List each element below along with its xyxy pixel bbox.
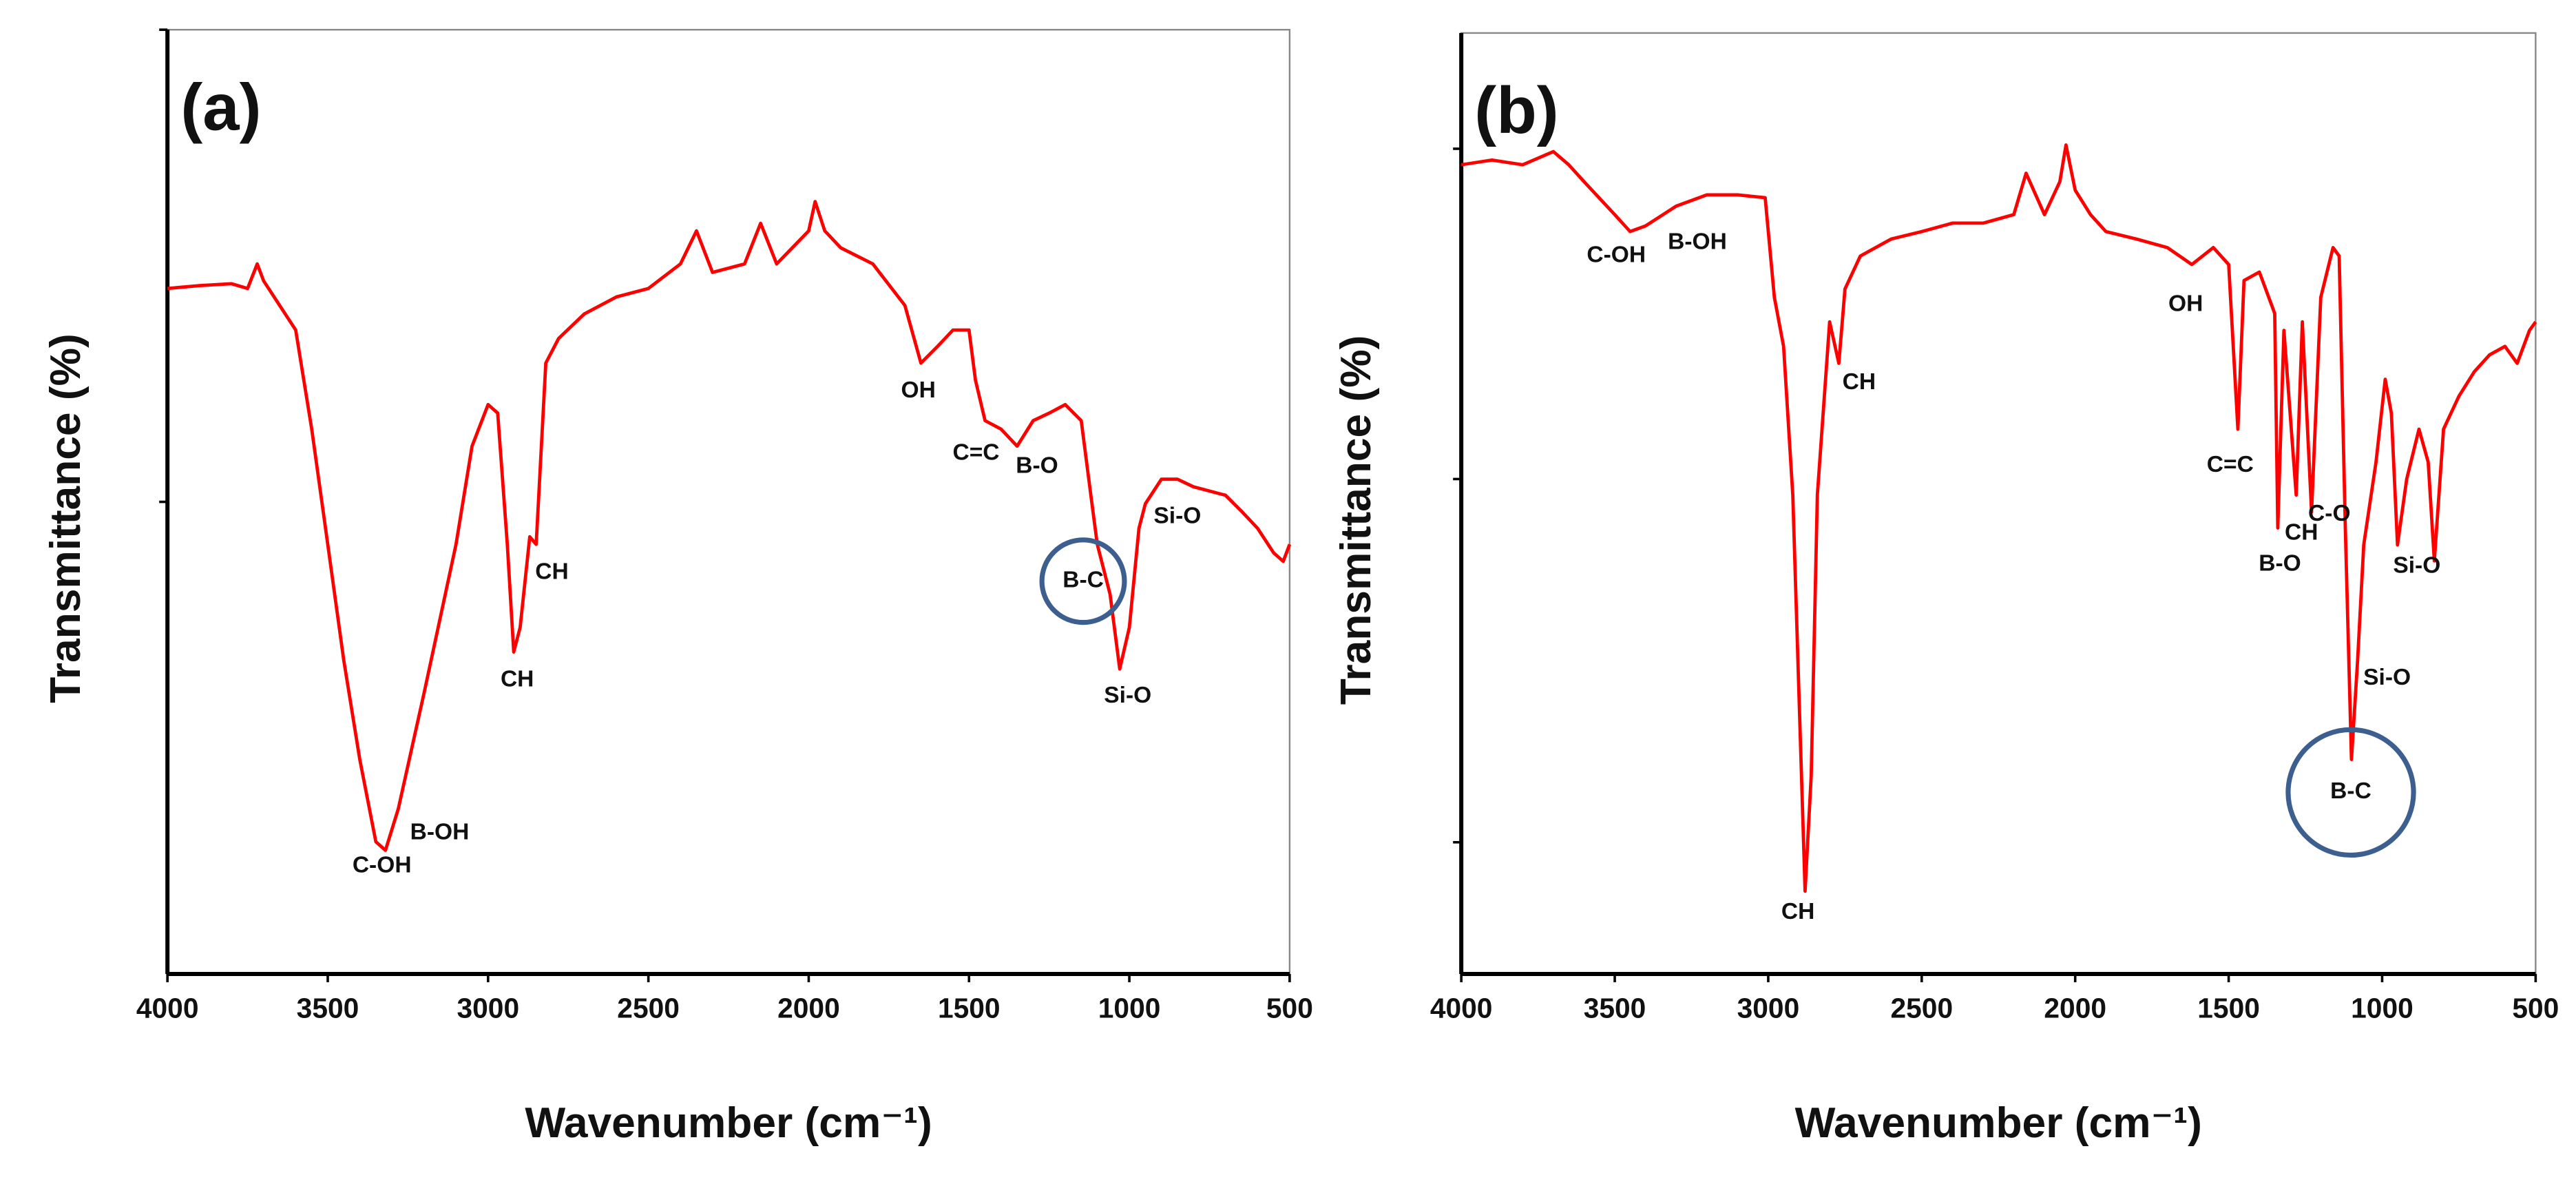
x-tick-label: 3500 xyxy=(297,993,359,1024)
y-axis-label: Transmittance (%) xyxy=(1332,335,1380,705)
annotation: B-C xyxy=(1062,568,1104,593)
x-tick-label: 2000 xyxy=(2044,993,2106,1024)
panel-label: (a) xyxy=(180,70,261,144)
x-tick-label: 2000 xyxy=(777,993,840,1024)
annotation: Si-O xyxy=(1104,683,1151,708)
x-tick-label: 1000 xyxy=(1098,993,1161,1024)
annotation: OH xyxy=(901,377,936,403)
x-tick-label: 3000 xyxy=(1737,993,1800,1024)
annotation: B-C xyxy=(2330,778,2371,804)
annotation: C-O xyxy=(2308,501,2351,526)
x-tick-label: 4000 xyxy=(1430,993,1493,1024)
annotation: C=C xyxy=(952,440,999,466)
highlight-circle xyxy=(2285,727,2416,858)
x-tick-label: 500 xyxy=(2512,993,2559,1024)
annotation: C-OH xyxy=(353,853,412,878)
x-tick-label: 500 xyxy=(1266,993,1313,1024)
annotation: C=C xyxy=(2207,452,2254,477)
annotation: Si-O xyxy=(2363,665,2411,690)
annotation: CH xyxy=(1781,899,1814,924)
x-tick-label: 1500 xyxy=(938,993,1001,1024)
annotation: CH xyxy=(2285,520,2318,546)
y-axis-label: Transmittance (%) xyxy=(42,333,90,703)
annotation: B-O xyxy=(2259,551,2301,577)
annotation: Si-O xyxy=(1153,503,1201,528)
annotation: B-O xyxy=(1016,453,1058,479)
plot-frame xyxy=(166,28,1291,975)
annotation: C-OH xyxy=(1587,242,1646,268)
spectrum-line xyxy=(1460,143,2537,893)
x-tick-label: 3500 xyxy=(1584,993,1646,1024)
x-tick-label: 4000 xyxy=(136,993,199,1024)
x-axis-label: Wavenumber (cm⁻¹) xyxy=(525,1099,932,1147)
x-axis-label: Wavenumber (cm⁻¹) xyxy=(1795,1099,2202,1147)
plot-frame xyxy=(1460,32,2537,975)
annotation: OH xyxy=(2168,291,2203,317)
annotation: CH xyxy=(535,559,568,584)
annotation: Si-O xyxy=(2393,552,2440,578)
x-tick-label: 2500 xyxy=(1891,993,1954,1024)
x-tick-label: 2500 xyxy=(617,993,680,1024)
annotation: CH xyxy=(501,667,534,692)
annotation: CH xyxy=(1843,369,1876,395)
highlight-circle xyxy=(1039,537,1127,625)
annotation: B-OH xyxy=(1668,229,1727,254)
x-tick-label: 1500 xyxy=(2197,993,2260,1024)
x-tick-label: 3000 xyxy=(457,993,519,1024)
panel-label: (b) xyxy=(1474,74,1558,147)
x-tick-label: 1000 xyxy=(2351,993,2413,1024)
spectrum-line xyxy=(167,200,1292,852)
annotation: B-OH xyxy=(410,820,470,845)
